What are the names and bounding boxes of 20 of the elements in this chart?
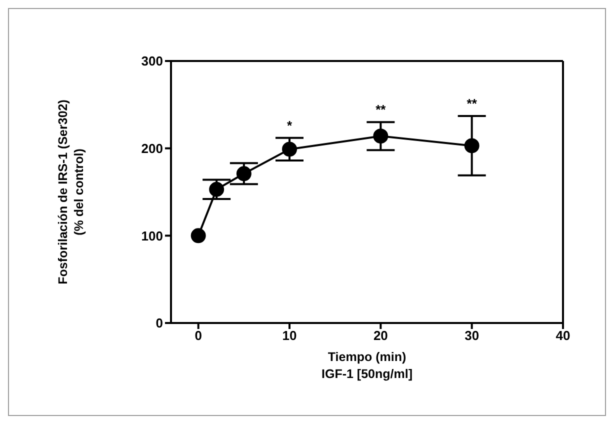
x-tick-label: 30 — [464, 328, 480, 344]
point — [209, 182, 224, 197]
point — [373, 128, 388, 144]
point — [190, 228, 206, 244]
y-axis-title: Fosforilación de IRS-1 (Ser302) (% del control) — [56, 100, 86, 284]
point — [236, 166, 252, 182]
annotation: ** — [376, 102, 387, 118]
annotation: * — [286, 118, 293, 133]
point — [282, 142, 298, 157]
x-tick-label: 0 — [194, 328, 202, 344]
y-tick-label: 200 — [141, 140, 163, 156]
x-tick-label: 20 — [373, 328, 388, 344]
x-tick-label: 40 — [556, 328, 570, 344]
annotation: ** — [466, 96, 478, 112]
point — [464, 138, 480, 154]
y-tick-label: 100 — [141, 228, 163, 244]
x-axis-title: Tiempo (min) IGF-1 [50ng/ml] — [322, 350, 412, 381]
y-tick-label: 0 — [156, 316, 163, 331]
x-tick-label: 10 — [282, 328, 297, 344]
y-tick-label: 300 — [141, 54, 163, 69]
